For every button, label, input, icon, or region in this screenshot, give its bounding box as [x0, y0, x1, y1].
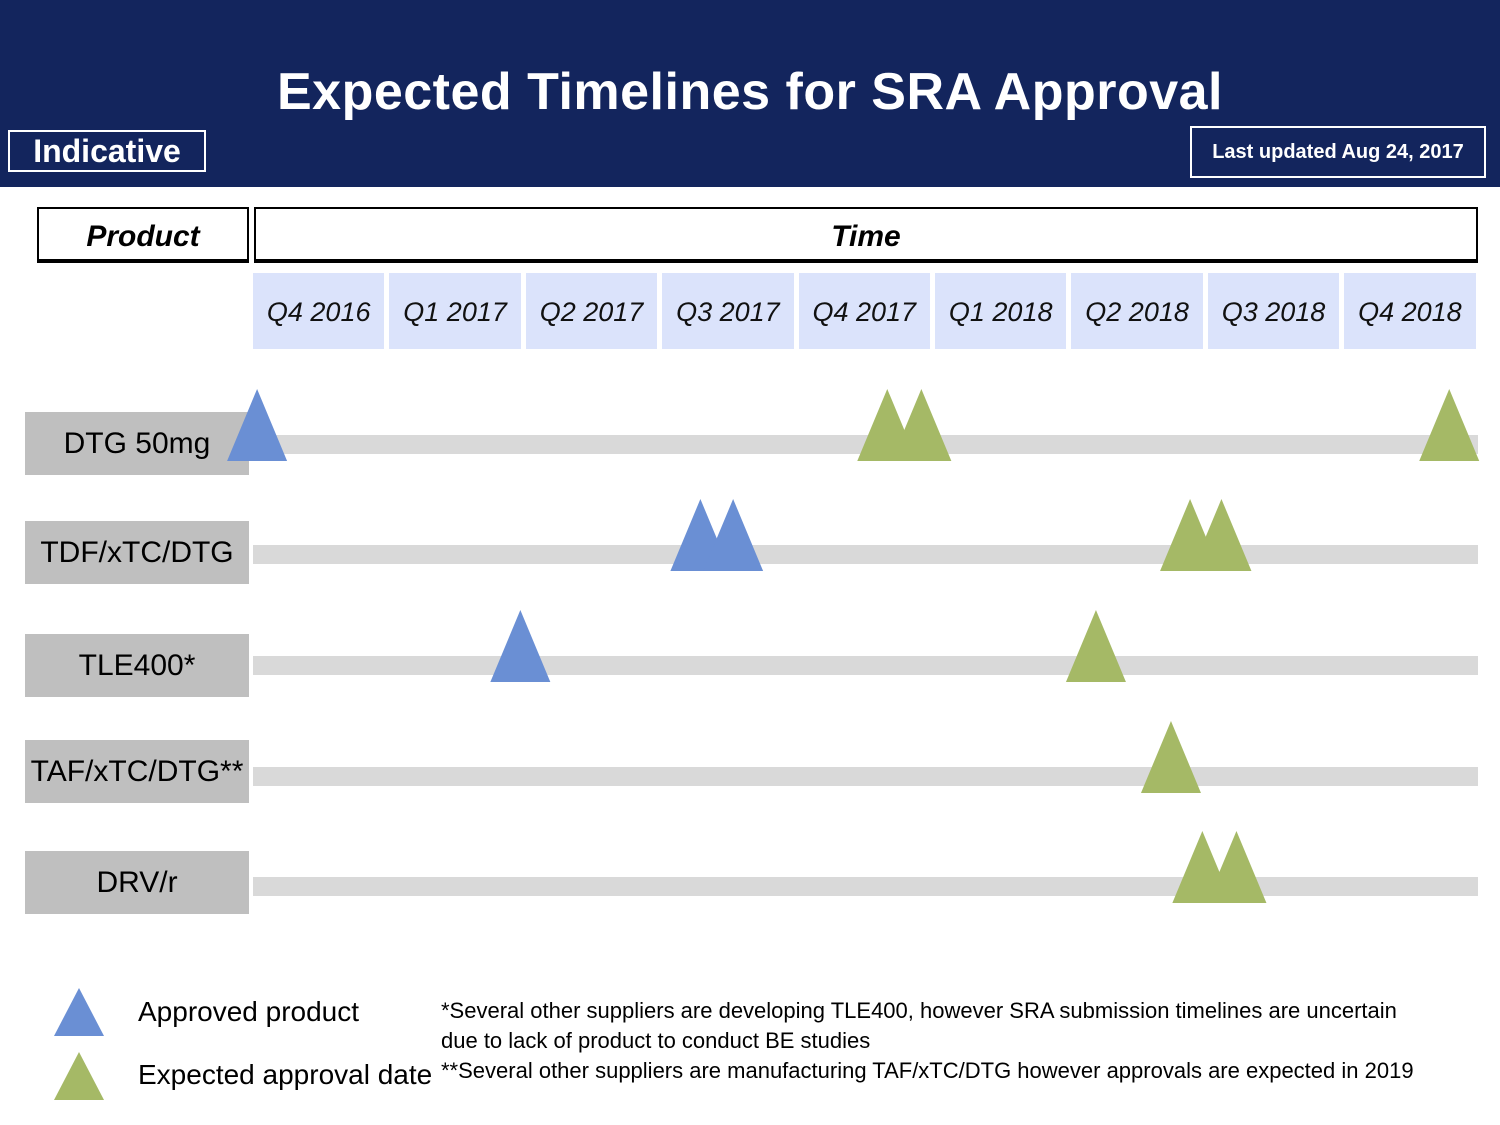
legend-approved-icon	[54, 988, 104, 1036]
quarter-header: Q4 2018	[1344, 273, 1476, 349]
legend-approved-label: Approved product	[138, 996, 360, 1027]
timeline-track	[253, 656, 1478, 675]
quarter-header: Q3 2017	[662, 273, 794, 349]
indicative-badge: Indicative	[8, 130, 206, 172]
footnote-tle400-line1: *Several other suppliers are developing …	[441, 998, 1397, 1023]
product-label: DRV/r	[25, 851, 249, 914]
legend-expected-icon	[54, 1052, 104, 1100]
product-column-header: Product	[37, 207, 249, 263]
time-column-header: Time	[254, 207, 1478, 263]
quarter-header: Q4 2017	[798, 273, 930, 349]
expected-approval-marker	[1140, 721, 1201, 793]
quarter-header: Q3 2018	[1207, 273, 1340, 349]
expected-approval-marker	[1191, 499, 1252, 571]
expected-approval-marker	[891, 389, 952, 461]
header-banner: Expected Timelines for SRA Approval Indi…	[0, 0, 1500, 187]
expected-approval-marker	[1419, 389, 1480, 461]
product-label: DTG 50mg	[25, 412, 249, 475]
approved-marker	[227, 389, 288, 461]
approved-marker	[490, 610, 551, 682]
quarter-header: Q1 2017	[389, 273, 521, 349]
approved-marker	[703, 499, 764, 571]
legend-expected-label: Expected approval date	[138, 1059, 433, 1090]
quarter-header: Q4 2016	[253, 273, 385, 349]
quarter-header: Q1 2018	[935, 273, 1067, 349]
timeline-track	[253, 877, 1478, 896]
expected-approval-marker	[1065, 610, 1126, 682]
footnote-tle400-line2: due to lack of product to conduct BE stu…	[441, 1028, 871, 1053]
product-label: TAF/xTC/DTG**	[25, 740, 249, 803]
quarter-header: Q2 2017	[525, 273, 658, 349]
quarter-header: Q2 2018	[1071, 273, 1203, 349]
product-label: TLE400*	[25, 634, 249, 697]
footnote-taf: **Several other suppliers are manufactur…	[441, 1058, 1414, 1083]
product-label: TDF/xTC/DTG	[25, 521, 249, 584]
last-updated-badge: Last updated Aug 24, 2017	[1190, 126, 1486, 178]
page-title: Expected Timelines for SRA Approval	[276, 63, 1224, 121]
expected-approval-marker	[1206, 831, 1267, 903]
